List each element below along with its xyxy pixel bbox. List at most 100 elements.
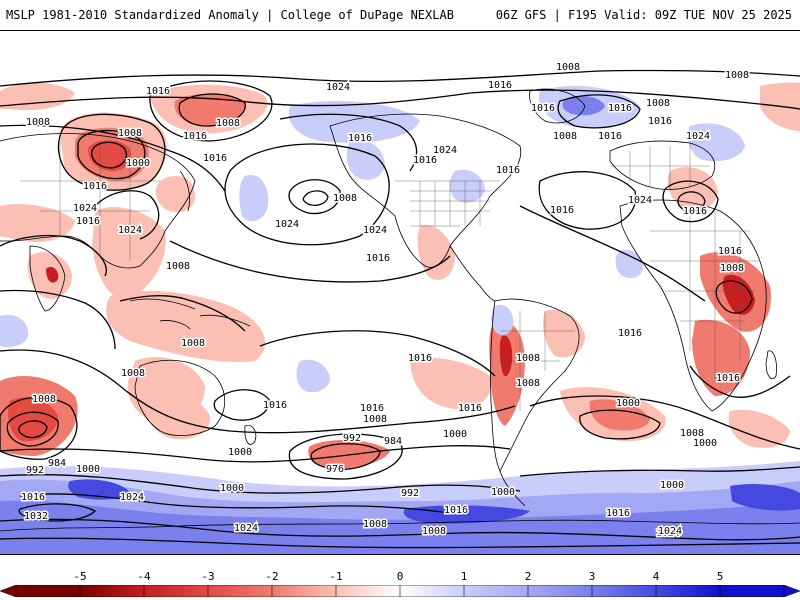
anomaly-neg-mexico — [417, 225, 455, 280]
isobar-1024-arctic-north — [279, 113, 418, 172]
isobar-1016-pacific-west — [94, 190, 160, 240]
anomaly-neg-black-sea — [667, 167, 718, 211]
pressure-label: 1000 — [220, 483, 244, 494]
colorbar-segment — [772, 585, 777, 597]
colorbar-segment — [256, 585, 261, 597]
coastline-africa — [619, 199, 767, 412]
colorbar-segment — [356, 585, 361, 597]
colorbar-segment — [464, 585, 469, 597]
anomaly-pos-west-africa — [615, 249, 644, 279]
label-group-north: 1016 1008 1024 1008 1008 1016 1000 1016 … — [24, 61, 750, 413]
coastline-new-zealand — [244, 424, 257, 445]
pressure-label: 1000 — [616, 398, 640, 409]
pressure-label: 1016 — [606, 508, 630, 519]
pressure-label: 1024 — [73, 203, 97, 214]
colorbar-segment — [300, 585, 305, 597]
colorbar-border — [15, 585, 785, 597]
colorbar-segment — [148, 585, 153, 597]
pressure-label: 1016 — [146, 86, 170, 97]
colorbar-segment — [420, 585, 425, 597]
pressure-label: 1016 — [716, 373, 740, 384]
colorbar-segment — [204, 585, 209, 597]
colorbar-segment — [104, 585, 109, 597]
pressure-label: 1024 — [326, 82, 350, 93]
colorbar-segment — [36, 585, 41, 597]
pressure-label: 1016 — [263, 400, 287, 411]
colorbar-segment — [108, 585, 113, 597]
anomaly-map[interactable]: 1016 1008 1024 1008 1008 1016 1000 1016 … — [0, 30, 800, 555]
anomaly-pos-east-pacific — [296, 359, 330, 393]
colorbar-tick-pos1: 1 — [460, 570, 468, 583]
colorbar-segment — [512, 585, 517, 597]
colorbar-segment — [672, 585, 677, 597]
colorbar-segment — [304, 585, 309, 597]
pressure-label: 1024 — [656, 528, 680, 539]
colorbar-segment — [744, 585, 749, 597]
colorbar-segment — [28, 585, 33, 597]
colorbar-segment — [412, 585, 417, 597]
colorbar-segment — [260, 585, 265, 597]
colorbar-segment — [200, 585, 205, 597]
pressure-label: 1008 — [422, 526, 446, 537]
pressure-label: 1016 — [618, 328, 642, 339]
pressure-label: 1024 — [658, 526, 682, 537]
colorbar-segment — [340, 585, 345, 597]
colorbar-segment — [692, 585, 697, 597]
colorbar-segment — [676, 585, 681, 597]
colorbar-segment — [748, 585, 753, 597]
anomaly-pos-north-atlantic-core — [562, 95, 605, 116]
colorbar-segment — [376, 585, 381, 597]
anomaly-neg-china — [0, 204, 75, 242]
pressure-label: 976 — [326, 464, 344, 475]
isobar-arctic-top — [0, 69, 800, 87]
colorbar-segment — [440, 585, 445, 597]
anomaly-neg-south-pacific-east — [410, 357, 491, 410]
pressure-label: 1024 — [686, 131, 710, 142]
colorbar-segment — [24, 585, 29, 597]
coastline-asia — [0, 133, 196, 269]
colorbar-segment — [688, 585, 693, 597]
colorbar-segment — [444, 585, 449, 597]
pressure-label: 1000 — [693, 438, 717, 449]
pressure-label: 1016 — [83, 181, 107, 192]
colorbar-segment — [700, 585, 705, 597]
colorbar-segment — [388, 585, 393, 597]
colorbar-segment — [112, 585, 117, 597]
label-group-south: 1000 992 984 1000 1008 1016 1008 1016 10… — [19, 352, 741, 541]
anomaly-pos-north-pacific — [239, 175, 269, 222]
pressure-label: 1016 — [531, 103, 555, 114]
colorbar-segment — [620, 585, 625, 597]
colorbar-arrow-right — [783, 585, 800, 597]
colorbar-segment — [140, 585, 145, 597]
pressure-label: 1016 — [608, 103, 632, 114]
colorbar-segment — [572, 585, 577, 597]
colorbar-segment — [752, 585, 757, 597]
isobar-kamchatka-low-outer — [57, 113, 166, 191]
anomaly-neg-north-pacific-west-inner — [88, 140, 132, 172]
colorbar-segment — [68, 585, 73, 597]
colorbar-segment — [576, 585, 581, 597]
colorbar-segment — [344, 585, 349, 597]
colorbar-segment — [100, 585, 105, 597]
isobar-1024-atlantic-high — [538, 171, 637, 230]
pressure-label: 1016 — [550, 205, 574, 216]
colorbar-segment — [600, 585, 605, 597]
pressure-label: 1008 — [725, 70, 749, 81]
colorbar-segment — [52, 585, 57, 597]
colorbar-segment — [176, 585, 181, 597]
colorbar-segment — [636, 585, 641, 597]
colorbar-segment — [536, 585, 541, 597]
colorbar-segment — [20, 585, 25, 597]
pressure-label: 1016 — [458, 403, 482, 414]
colorbar-segments — [15, 585, 785, 597]
colorbar-segment — [596, 585, 601, 597]
pressure-label: 1016 — [718, 246, 742, 257]
pressure-label: 1024 — [363, 225, 387, 236]
colorbar-segment — [328, 585, 333, 597]
colorbar-segment — [164, 585, 169, 597]
pressure-label: 1008 — [333, 193, 357, 204]
colorbar-segment — [244, 585, 249, 597]
colorbar-segment — [44, 585, 49, 597]
colorbar-segment — [588, 585, 593, 597]
colorbar-segment — [468, 585, 473, 597]
